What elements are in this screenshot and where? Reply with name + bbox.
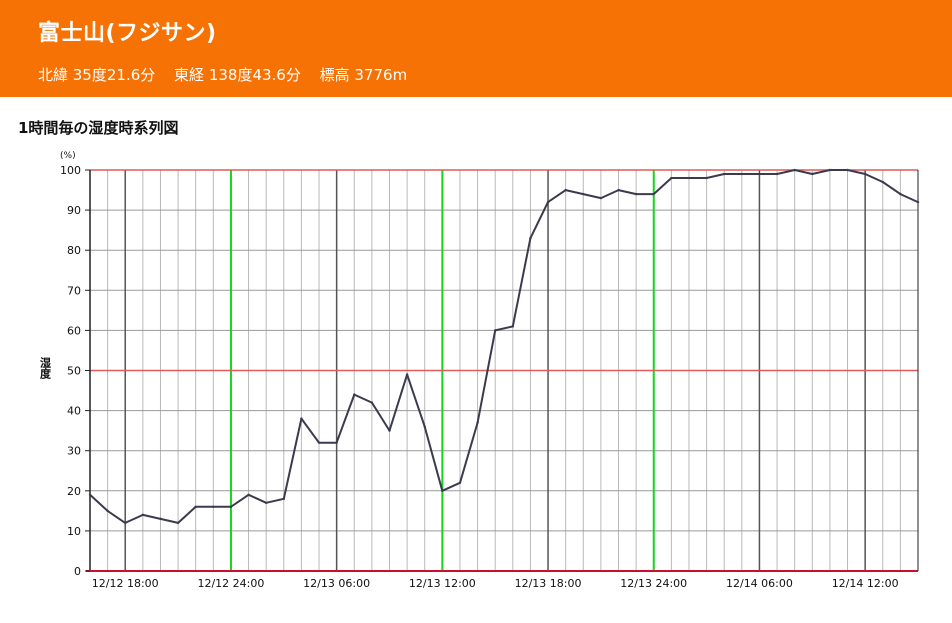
humidity-data-point <box>758 172 761 176</box>
humidity-data-point <box>194 505 197 509</box>
humidity-data-point <box>670 176 673 180</box>
x-tick-label: 12/13 12:00 <box>409 577 476 590</box>
y-tick-label: 70 <box>67 284 81 297</box>
x-tick-label: 12/14 12:00 <box>832 577 899 590</box>
humidity-data-point <box>723 172 726 176</box>
humidity-data-point <box>353 393 356 396</box>
humidity-data-point <box>511 325 515 328</box>
humidity-data-point <box>863 172 867 176</box>
humidity-data-point <box>106 509 109 513</box>
humidity-data-point <box>124 521 127 525</box>
humidity-data-point <box>846 168 849 172</box>
humidity-data-point <box>634 192 638 196</box>
humidity-data-point <box>564 188 567 192</box>
humidity-data-point <box>159 517 162 521</box>
x-tick-label: 12/14 06:00 <box>726 577 793 590</box>
x-tick-label: 12/12 24:00 <box>197 577 264 590</box>
chart-section-title: 1時間毎の湿度時系列図 <box>18 119 179 137</box>
humidity-data-point <box>282 497 285 501</box>
humidity-data-point <box>300 417 303 420</box>
humidity-data-point <box>317 441 321 444</box>
humidity-series-line <box>89 169 919 524</box>
humidity-data-point <box>617 188 620 192</box>
humidity-data-point <box>476 421 479 424</box>
y-tick-label: 20 <box>67 485 81 498</box>
chart-series <box>88 168 920 525</box>
humidity-data-point <box>264 501 268 505</box>
humidity-data-point <box>441 489 444 492</box>
x-tick-label: 12/13 18:00 <box>515 577 582 590</box>
elevation-text: 標高 3776m <box>319 66 408 84</box>
humidity-data-point <box>740 172 744 176</box>
humidity-data-point <box>881 180 884 184</box>
y-tick-label: 80 <box>67 244 81 257</box>
chart-axes <box>85 169 919 572</box>
humidity-data-point <box>687 176 691 180</box>
humidity-data-point <box>176 521 180 525</box>
y-unit-label: (%) <box>60 151 76 161</box>
chart-reference-lines <box>90 169 918 571</box>
y-tick-label: 30 <box>67 445 81 458</box>
humidity-data-point <box>529 236 532 240</box>
x-tick-label: 12/12 18:00 <box>92 577 159 590</box>
station-coordinates: 北緯 35度21.6分 東経 138度43.6分 標高 3776m <box>38 64 421 85</box>
latitude-text: 北緯 35度21.6分 <box>38 66 156 84</box>
humidity-data-point <box>582 192 585 196</box>
y-tick-label: 10 <box>67 525 81 538</box>
humidity-data-point <box>828 168 832 172</box>
humidity-data-point <box>493 329 497 332</box>
humidity-data-point <box>423 425 426 428</box>
x-tick-label: 12/13 06:00 <box>303 577 370 590</box>
humidity-data-point <box>899 192 902 196</box>
y-tick-label: 50 <box>67 365 81 378</box>
y-tick-label: 90 <box>67 204 81 217</box>
chart-labels: 0 10 20 30 40 50 60 70 80 90 100 12/12 18:00 12/12 2… <box>39 151 899 590</box>
humidity-data-point <box>775 172 779 176</box>
y-tick-label: 60 <box>67 324 81 337</box>
y-axis-title: 湿度 <box>39 356 52 380</box>
y-tick-label: 40 <box>67 405 81 418</box>
humidity-data-point <box>546 200 550 204</box>
humidity-data-point <box>652 192 655 196</box>
humidity-data-point <box>458 481 462 484</box>
y-tick-label: 0 <box>74 565 81 578</box>
longitude-text: 東経 138度43.6分 <box>174 66 301 84</box>
humidity-data-point <box>370 401 374 404</box>
humidity-data-point <box>88 493 92 497</box>
humidity-data-point <box>811 172 814 176</box>
humidity-data-point <box>793 168 796 172</box>
humidity-data-point <box>247 493 250 497</box>
humidity-data-point <box>212 505 215 509</box>
humidity-data-point <box>599 196 603 200</box>
humidity-data-point <box>388 429 391 432</box>
station-name: 富士山(フジサン) <box>38 21 217 46</box>
x-tick-label: 12/13 24:00 <box>620 577 687 590</box>
humidity-data-point <box>705 176 708 180</box>
y-tick-label: 100 <box>60 164 81 177</box>
humidity-data-point <box>335 441 338 444</box>
humidity-data-point <box>229 505 233 509</box>
humidity-data-point <box>405 373 409 376</box>
station-header: 富士山(フジサン) 北緯 35度21.6分 東経 138度43.6分 標高 37… <box>0 0 952 97</box>
humidity-data-point <box>141 513 145 517</box>
humidity-data-point <box>916 200 920 204</box>
